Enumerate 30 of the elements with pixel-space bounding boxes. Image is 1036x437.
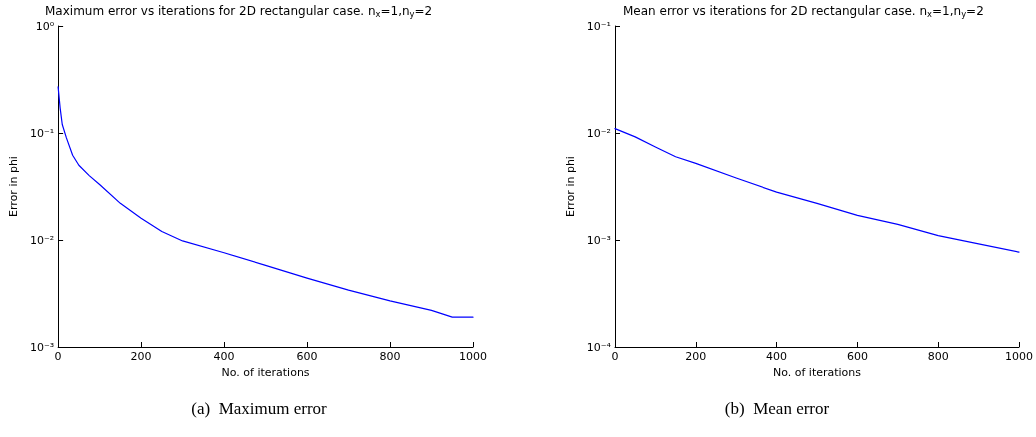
- x-tick-label: 800: [379, 350, 401, 363]
- line-series: [57, 86, 474, 318]
- y-tick-label: 10⁻⁴: [586, 340, 612, 354]
- x-tick-label: 1000: [459, 350, 487, 363]
- y-axis-title: Error in phi: [563, 156, 577, 217]
- x-axis-title: No. of iterations: [221, 365, 310, 379]
- x-tick-label: 1000: [1005, 350, 1033, 363]
- x-tick-label: 0: [611, 350, 619, 363]
- chart-title: Maximum error vs iterations for 2D rectangular case. nx=1,ny=2: [45, 4, 433, 19]
- line-series: [614, 127, 1020, 253]
- y-tick-label: 10⁻²: [586, 126, 611, 140]
- x-axis-title: No. of iterations: [772, 365, 862, 379]
- y-tick-label: 10⁰: [35, 19, 55, 33]
- x-tick-label: 400: [213, 350, 235, 363]
- y-tick-label: 10⁻¹: [586, 19, 611, 33]
- y-axis-title: Error in phi: [7, 156, 20, 217]
- x-tick-label: 0: [54, 350, 62, 363]
- x-tick-label: 600: [846, 350, 868, 363]
- text: (b) Mean error: [724, 399, 830, 418]
- x-tick-label: 200: [685, 350, 707, 363]
- x-tick-label: 600: [296, 350, 318, 363]
- y-tick-label: 10⁻¹: [29, 126, 55, 140]
- chart-title: Mean error vs iterations for 2D rectangular case. nx=1,ny=2: [623, 4, 984, 19]
- x-tick-label: 400: [766, 350, 788, 363]
- x-tick-label: 800: [927, 350, 949, 363]
- y-tick-label: 10⁻³: [29, 340, 55, 354]
- text: (a) Maximum error: [191, 399, 328, 418]
- x-tick-label: 200: [130, 350, 152, 363]
- y-tick-label: 10⁻²: [29, 233, 55, 247]
- y-tick-label: 10⁻³: [586, 233, 611, 247]
